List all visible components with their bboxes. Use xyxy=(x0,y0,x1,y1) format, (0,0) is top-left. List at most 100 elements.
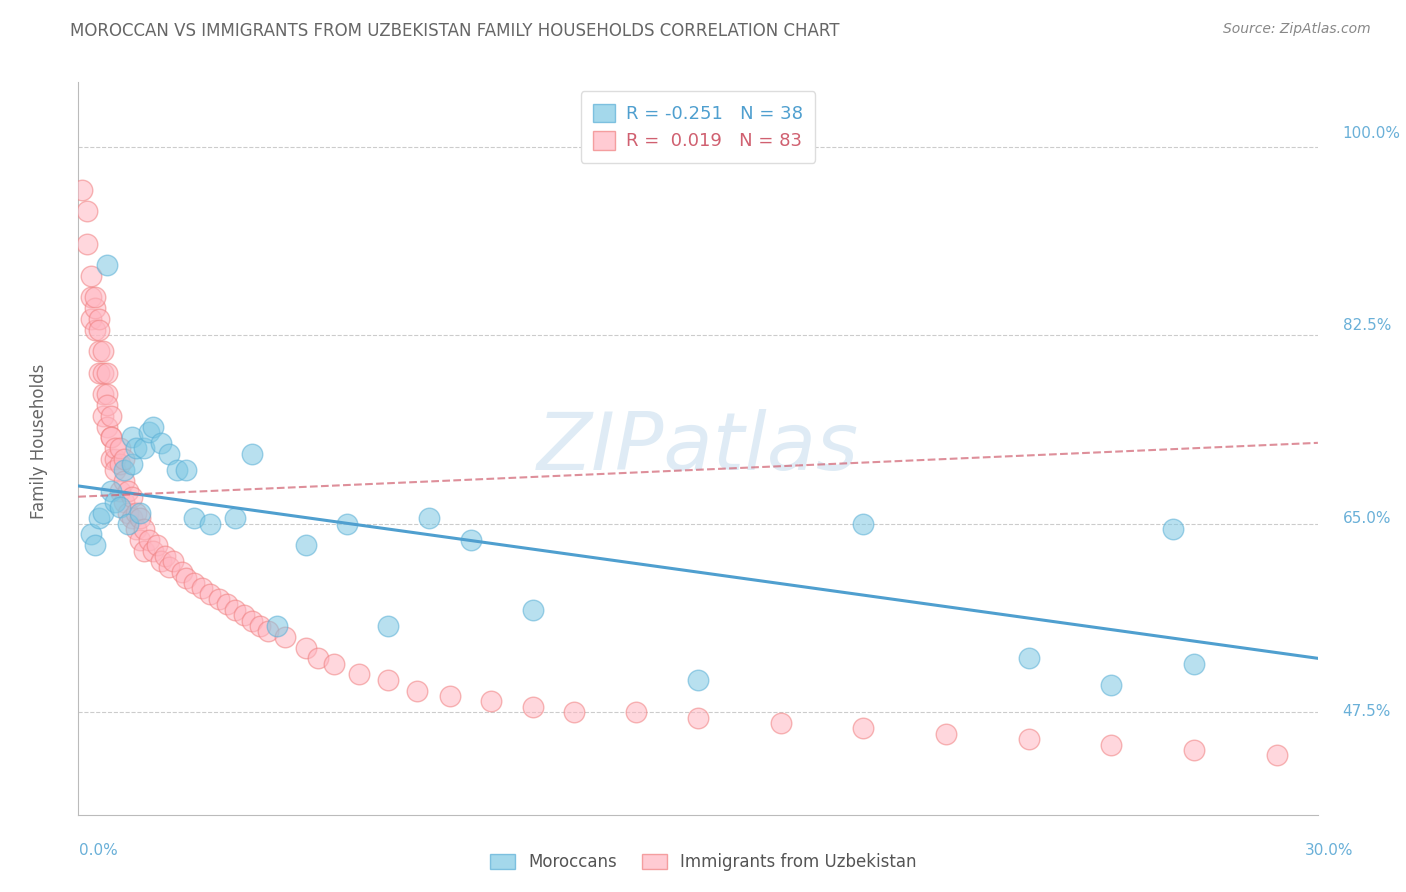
Point xyxy=(79,527,101,541)
Legend: R = -0.251   N = 38, R =  0.019   N = 83: R = -0.251 N = 38, R = 0.019 N = 83 xyxy=(581,91,815,163)
Text: Source: ZipAtlas.com: Source: ZipAtlas.com xyxy=(1223,22,1371,37)
Point xyxy=(157,559,180,574)
Point xyxy=(232,608,254,623)
Point xyxy=(377,673,399,687)
Point xyxy=(83,538,105,552)
Point xyxy=(153,549,176,563)
Point xyxy=(134,522,156,536)
Point xyxy=(138,425,160,439)
Point xyxy=(439,689,461,703)
Point xyxy=(121,430,143,444)
Point xyxy=(935,727,957,741)
Point xyxy=(166,463,188,477)
Point xyxy=(688,673,710,687)
Point xyxy=(87,344,110,359)
Point xyxy=(125,441,148,455)
Point xyxy=(852,516,875,531)
Point xyxy=(117,484,139,499)
Point xyxy=(87,366,110,380)
Point xyxy=(87,312,110,326)
Point xyxy=(1018,732,1040,747)
Point xyxy=(142,419,165,434)
Point xyxy=(1161,522,1184,536)
Point xyxy=(200,516,222,531)
Point xyxy=(112,495,135,509)
Text: 100.0%: 100.0% xyxy=(1343,126,1400,141)
Point xyxy=(100,452,122,467)
Point xyxy=(323,657,346,671)
Point xyxy=(121,511,143,525)
Point xyxy=(100,484,122,499)
Point xyxy=(266,619,288,633)
Point xyxy=(72,183,94,197)
Point xyxy=(83,301,105,315)
Point xyxy=(138,533,160,547)
Point xyxy=(121,458,143,472)
Point xyxy=(108,500,131,515)
Point xyxy=(522,699,544,714)
Point xyxy=(134,543,156,558)
Point xyxy=(481,694,503,708)
Point xyxy=(183,575,205,590)
Point xyxy=(257,624,280,639)
Point xyxy=(208,592,231,607)
Point xyxy=(240,447,263,461)
Point xyxy=(91,387,114,401)
Point xyxy=(125,522,148,536)
Point xyxy=(146,538,169,552)
Point xyxy=(624,705,647,719)
Point xyxy=(104,452,127,467)
Point xyxy=(129,506,152,520)
Text: Family Households: Family Households xyxy=(31,364,48,519)
Point xyxy=(87,511,110,525)
Point xyxy=(100,430,122,444)
Point xyxy=(100,430,122,444)
Point xyxy=(460,533,482,547)
Point xyxy=(1099,738,1122,752)
Point xyxy=(174,570,197,584)
Text: 82.5%: 82.5% xyxy=(1343,318,1391,334)
Point xyxy=(1182,657,1205,671)
Text: 0.0%: 0.0% xyxy=(79,843,118,858)
Point xyxy=(1099,678,1122,692)
Point xyxy=(112,463,135,477)
Point xyxy=(91,366,114,380)
Point xyxy=(76,204,98,219)
Point xyxy=(96,419,118,434)
Text: 47.5%: 47.5% xyxy=(1343,704,1391,719)
Point xyxy=(336,516,359,531)
Point xyxy=(562,705,585,719)
Point xyxy=(79,290,101,304)
Point xyxy=(96,387,118,401)
Point xyxy=(108,441,131,455)
Point xyxy=(112,452,135,467)
Point xyxy=(121,490,143,504)
Point xyxy=(104,495,127,509)
Point xyxy=(215,598,238,612)
Point xyxy=(224,511,246,525)
Point xyxy=(79,312,101,326)
Text: 30.0%: 30.0% xyxy=(1305,843,1353,858)
Point xyxy=(104,441,127,455)
Point xyxy=(117,516,139,531)
Point xyxy=(406,683,429,698)
Point xyxy=(191,582,214,596)
Point xyxy=(224,603,246,617)
Point xyxy=(91,344,114,359)
Point xyxy=(688,710,710,724)
Point xyxy=(125,506,148,520)
Point xyxy=(170,565,193,579)
Point xyxy=(1018,651,1040,665)
Point xyxy=(149,554,172,568)
Point xyxy=(157,447,180,461)
Point xyxy=(108,484,131,499)
Point xyxy=(418,511,440,525)
Point xyxy=(91,409,114,423)
Point xyxy=(377,619,399,633)
Point xyxy=(294,538,316,552)
Point xyxy=(174,463,197,477)
Point xyxy=(162,554,184,568)
Point xyxy=(134,441,156,455)
Point xyxy=(129,533,152,547)
Point xyxy=(349,667,371,681)
